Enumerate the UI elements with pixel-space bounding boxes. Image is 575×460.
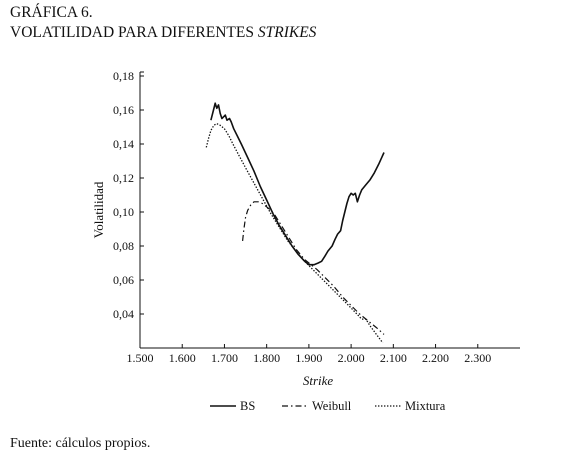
series-line-weibull <box>242 201 385 335</box>
legend-label-weibull: Weibull <box>312 399 352 413</box>
x-tick-label: 2.000 <box>338 351 365 365</box>
series-line-bs <box>210 102 385 266</box>
y-axis-label: Volatilidad <box>91 181 106 238</box>
x-tick-label: 1.600 <box>169 351 196 365</box>
legend-label-bs: BS <box>240 399 255 413</box>
y-tick-label: 0,04 <box>113 307 134 321</box>
chart-number: GRÁFICA 6. <box>10 4 93 21</box>
x-tick-label: 2.100 <box>380 351 407 365</box>
x-tick-label: 1.500 <box>127 351 154 365</box>
chart-title: VOLATILIDAD PARA DIFERENTES STRIKES <box>10 23 316 43</box>
y-tick-label: 0,10 <box>113 205 134 219</box>
y-tick-label: 0,06 <box>113 273 134 287</box>
y-tick-label: 0,08 <box>113 239 134 253</box>
chart-title-italic: STRIKES <box>257 24 317 41</box>
source-note: Fuente: cálculos propios. <box>10 436 151 451</box>
y-tick-label: 0,16 <box>113 103 134 117</box>
chart-legend: BS Weibull Mixtura <box>210 399 446 413</box>
chart-ticks: 0,04 0,06 0,08 0,10 0,12 0,14 0,16 0,18 1.500 1.6… <box>113 69 491 365</box>
x-tick-label: 1.900 <box>295 351 322 365</box>
x-tick-label: 2.300 <box>464 351 491 365</box>
x-tick-label: 1.800 <box>253 351 280 365</box>
x-axis-label: Strike <box>303 373 334 388</box>
y-tick-label: 0,14 <box>113 137 134 151</box>
chart-title-text: VOLATILIDAD PARA DIFERENTES <box>10 24 258 41</box>
x-tick-label: 2.200 <box>422 351 449 365</box>
y-tick-label: 0,12 <box>113 171 134 185</box>
x-tick-label: 1.700 <box>211 351 238 365</box>
legend-label-mixtura: Mixtura <box>405 399 446 413</box>
chart-axes <box>139 71 520 349</box>
chart-heading: GRÁFICA 6. VOLATILIDAD PARA DIFERENTES S… <box>10 3 316 43</box>
chart-series <box>205 102 385 344</box>
y-tick-label: 0,18 <box>113 69 134 83</box>
